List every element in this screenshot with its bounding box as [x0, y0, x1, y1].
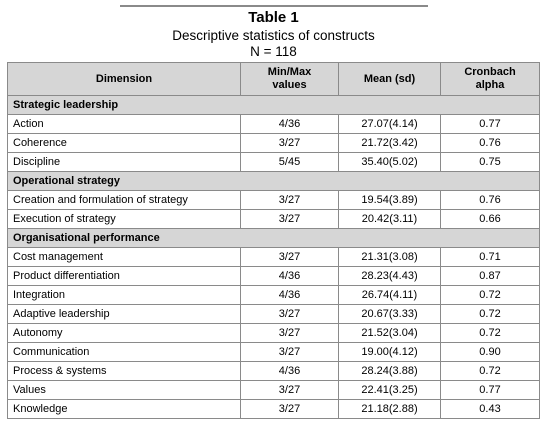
- cell-alpha: 0.72: [440, 361, 540, 381]
- cell-mean: 20.67(3.33): [338, 304, 441, 324]
- cell-mean: 19.54(3.89): [338, 190, 441, 210]
- table-row: Process & systems 4/36 28.24(3.88) 0.72: [7, 361, 540, 381]
- table-subtitle: Descriptive statistics of constructs: [172, 28, 375, 43]
- header-mean: Mean (sd): [338, 62, 441, 96]
- cell-dimension: Execution of strategy: [7, 209, 241, 229]
- header-minmax-line1: Min/Max: [267, 66, 312, 78]
- cell-dimension: Adaptive leadership: [7, 304, 241, 324]
- table-row: Product differentiation 4/36 28.23(4.43) 0.…: [7, 266, 540, 286]
- cell-alpha: 0.72: [440, 304, 540, 324]
- cell-mean: 21.18(2.88): [338, 399, 441, 419]
- cell-mean: 19.00(4.12): [338, 342, 441, 362]
- cell-mean: 21.52(3.04): [338, 323, 441, 343]
- cell-minmax: 3/27: [240, 380, 339, 400]
- header-alpha-line2: alpha: [475, 79, 505, 91]
- table-title: Table 1: [248, 9, 299, 26]
- cell-dimension: Cost management: [7, 247, 241, 267]
- cell-minmax: 3/27: [240, 190, 339, 210]
- cell-alpha: 0.77: [440, 114, 540, 134]
- cell-alpha: 0.76: [440, 133, 540, 153]
- table-row: Creation and formulation of strategy 3/27…: [7, 190, 540, 210]
- cell-alpha: 0.72: [440, 323, 540, 343]
- cell-mean: 27.07(4.14): [338, 114, 441, 134]
- cell-alpha: 0.72: [440, 285, 540, 305]
- cell-dimension: Creation and formulation of strategy: [7, 190, 241, 210]
- cell-mean: 22.41(3.25): [338, 380, 441, 400]
- cell-minmax: 3/27: [240, 323, 339, 343]
- section-title: Organisational performance: [7, 228, 540, 248]
- cell-minmax: 5/45: [240, 152, 339, 172]
- table-row: Communication 3/27 19.00(4.12) 0.90: [7, 342, 540, 362]
- cell-alpha: 0.77: [440, 380, 540, 400]
- table-row: Adaptive leadership 3/27 20.67(3.33) 0.72: [7, 304, 540, 324]
- cell-minmax: 4/36: [240, 285, 339, 305]
- cell-alpha: 0.87: [440, 266, 540, 286]
- table-row: Discipline 5/45 35.40(5.02) 0.75: [7, 152, 540, 172]
- header-dimension: Dimension: [7, 62, 241, 96]
- cell-mean: 28.23(4.43): [338, 266, 441, 286]
- cell-minmax: 3/27: [240, 247, 339, 267]
- cell-minmax: 4/36: [240, 266, 339, 286]
- table-row: Cost management 3/27 21.31(3.08) 0.71: [7, 247, 540, 267]
- table-row: Integration 4/36 26.74(4.11) 0.72: [7, 285, 540, 305]
- cell-mean: 21.72(3.42): [338, 133, 441, 153]
- section-row: Operational strategy: [7, 171, 540, 191]
- cell-alpha: 0.66: [440, 209, 540, 229]
- cell-mean: 26.74(4.11): [338, 285, 441, 305]
- cell-dimension: Discipline: [7, 152, 241, 172]
- header-row: Dimension Min/Max values Mean (sd) Cronb…: [7, 62, 540, 96]
- cell-dimension: Communication: [7, 342, 241, 362]
- cell-mean: 20.42(3.11): [338, 209, 441, 229]
- section-row: Strategic leadership: [7, 95, 540, 115]
- cell-dimension: Coherence: [7, 133, 241, 153]
- cell-alpha: 0.43: [440, 399, 540, 419]
- table-row: Knowledge 3/27 21.18(2.88) 0.43: [7, 399, 540, 419]
- top-rule: [120, 5, 428, 7]
- cell-mean: 35.40(5.02): [338, 152, 441, 172]
- table-row: Autonomy 3/27 21.52(3.04) 0.72: [7, 323, 540, 343]
- table-row: Action 4/36 27.07(4.14) 0.77: [7, 114, 540, 134]
- cell-dimension: Values: [7, 380, 241, 400]
- descriptive-statistics-table: Dimension Min/Max values Mean (sd) Cronb…: [7, 62, 540, 419]
- cell-minmax: 4/36: [240, 361, 339, 381]
- section-row: Organisational performance: [7, 228, 540, 248]
- header-minmax-line2: values: [272, 79, 307, 91]
- cell-dimension: Action: [7, 114, 241, 134]
- section-title: Strategic leadership: [7, 95, 540, 115]
- header-alpha-line1: Cronbach: [464, 66, 516, 78]
- table-body: Strategic leadership Action 4/36 27.07(4.14…: [7, 95, 540, 419]
- header-alpha: Cronbach alpha: [440, 62, 540, 96]
- cell-mean: 28.24(3.88): [338, 361, 441, 381]
- cell-minmax: 4/36: [240, 114, 339, 134]
- table-row: Execution of strategy 3/27 20.42(3.11) 0.66: [7, 209, 540, 229]
- cell-dimension: Knowledge: [7, 399, 241, 419]
- cell-alpha: 0.90: [440, 342, 540, 362]
- cell-minmax: 3/27: [240, 399, 339, 419]
- section-title: Operational strategy: [7, 171, 540, 191]
- table-row: Values 3/27 22.41(3.25) 0.77: [7, 380, 540, 400]
- cell-minmax: 3/27: [240, 304, 339, 324]
- cell-minmax: 3/27: [240, 342, 339, 362]
- table-row: Coherence 3/27 21.72(3.42) 0.76: [7, 133, 540, 153]
- sample-size: N = 118: [250, 44, 297, 59]
- cell-dimension: Integration: [7, 285, 241, 305]
- cell-dimension: Autonomy: [7, 323, 241, 343]
- cell-alpha: 0.75: [440, 152, 540, 172]
- cell-minmax: 3/27: [240, 209, 339, 229]
- cell-mean: 21.31(3.08): [338, 247, 441, 267]
- cell-dimension: Product differentiation: [7, 266, 241, 286]
- cell-alpha: 0.71: [440, 247, 540, 267]
- header-minmax: Min/Max values: [240, 62, 339, 96]
- cell-dimension: Process & systems: [7, 361, 241, 381]
- cell-alpha: 0.76: [440, 190, 540, 210]
- cell-minmax: 3/27: [240, 133, 339, 153]
